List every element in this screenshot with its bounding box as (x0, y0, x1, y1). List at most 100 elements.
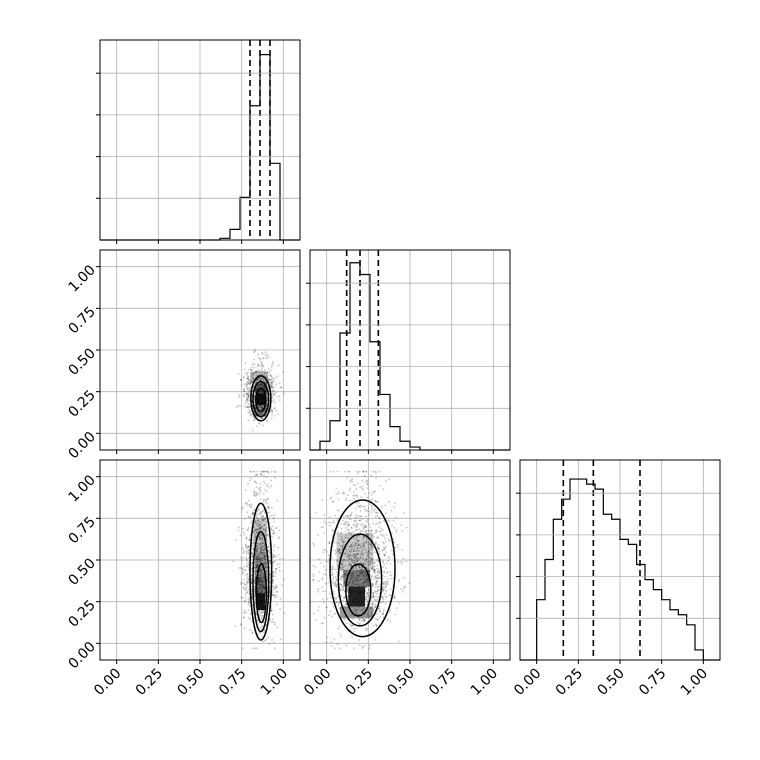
scatter-point (346, 568, 349, 571)
scatter-point (265, 566, 268, 569)
scatter-point (256, 546, 259, 549)
scatter-point (368, 591, 371, 594)
scatter-point (272, 386, 274, 389)
scatter-point (362, 563, 365, 566)
scatter-point (252, 547, 254, 550)
scatter-point (265, 569, 268, 572)
scatter-point (269, 373, 272, 376)
scatter-point (354, 560, 357, 563)
scatter-point (252, 373, 255, 376)
scatter-point (258, 558, 261, 561)
scatter-point (265, 381, 268, 384)
scatter-point (369, 548, 372, 551)
scatter-point (268, 559, 271, 562)
scatter-point (263, 524, 266, 526)
scatter-point (362, 562, 365, 565)
scatter-point (348, 548, 350, 551)
scatter-point (258, 527, 261, 530)
scatter-point (346, 589, 349, 592)
scatter-point (314, 566, 317, 569)
scatter-point (242, 387, 245, 390)
scatter-point (331, 529, 334, 532)
scatter-point (260, 610, 263, 613)
scatter-point (260, 521, 263, 524)
scatter-point (341, 566, 344, 569)
scatter-point (275, 584, 278, 587)
scatter-point (362, 557, 364, 560)
scatter-point (257, 558, 260, 560)
scatter-point (388, 500, 391, 503)
scatter-point (255, 482, 258, 485)
scatter-point (254, 495, 257, 497)
scatter-point (385, 567, 387, 570)
scatter-point (382, 546, 385, 549)
scatter-point (376, 559, 379, 561)
scatter-point (394, 502, 396, 505)
scatter-point (344, 619, 347, 622)
scatter-point (243, 578, 246, 581)
scatter-point (370, 504, 373, 507)
scatter-point (264, 639, 266, 642)
scatter-point (255, 547, 258, 550)
scatter-point (259, 550, 262, 552)
scatter-point (372, 604, 374, 606)
scatter-point (249, 539, 251, 542)
scatter-point (242, 556, 245, 559)
scatter-point (249, 612, 252, 615)
scatter-point (274, 560, 277, 563)
scatter-point (283, 612, 286, 614)
scatter-point (357, 523, 359, 525)
scatter-point (252, 373, 255, 375)
scatter-point (354, 566, 357, 569)
scatter-point (352, 568, 355, 571)
scatter-point (400, 562, 403, 565)
scatter-point (244, 568, 247, 571)
scatter-point (249, 411, 252, 414)
scatter-point (266, 353, 268, 355)
scatter-point (273, 549, 276, 552)
scatter-point (260, 373, 263, 376)
scatter-point (261, 377, 264, 380)
scatter-point (371, 584, 374, 587)
scatter-point (354, 553, 357, 556)
scatter-point (356, 547, 359, 549)
scatter-point (263, 524, 265, 527)
scatter-point (246, 397, 249, 400)
scatter-point (245, 589, 248, 592)
scatter-point (318, 571, 321, 574)
scatter-point (271, 411, 274, 414)
scatter-point (397, 561, 399, 564)
scatter-point (337, 517, 340, 520)
scatter-point (253, 403, 256, 406)
scatter-point (239, 566, 242, 569)
scatter-point (260, 537, 263, 539)
scatter-point (375, 599, 378, 602)
scatter-point (331, 574, 334, 576)
scatter-point (352, 624, 355, 627)
scatter-point (245, 392, 248, 395)
scatter-point (352, 568, 355, 570)
scatter-point (255, 370, 258, 373)
scatter-point (267, 535, 270, 537)
scatter-point (255, 516, 258, 518)
scatter-point (270, 385, 273, 388)
scatter-point (359, 516, 362, 518)
scatter-point (253, 573, 256, 576)
scatter-point (261, 559, 264, 562)
scatter-point (347, 532, 349, 535)
scatter-point (337, 548, 340, 551)
scatter-point (269, 379, 272, 382)
scatter-point (241, 506, 244, 509)
scatter-point (257, 564, 259, 567)
scatter-point (263, 548, 266, 551)
scatter-point (337, 601, 340, 604)
scatter-point (382, 588, 385, 591)
scatter-point (349, 515, 351, 518)
scatter-point (267, 470, 269, 473)
scatter-point (253, 480, 256, 483)
panel-grid-1-1 (326, 250, 494, 450)
scatter-point (351, 560, 353, 563)
scatter-point (381, 534, 384, 536)
scatter-point (272, 554, 275, 556)
scatter-point (268, 551, 271, 554)
